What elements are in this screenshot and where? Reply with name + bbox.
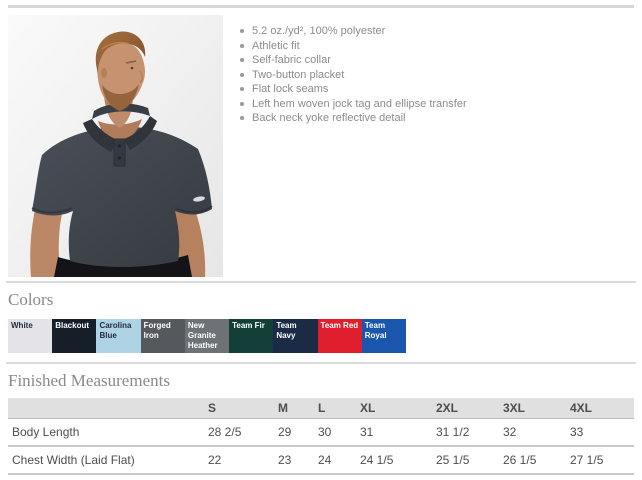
table-row-body-length: Body Length 28 2/5 29 30 31 31 1/2 32 33 <box>8 418 634 447</box>
swatch-label: Team Navy <box>276 321 297 340</box>
feature-item: Athletic fit <box>239 39 467 54</box>
swatch-label: Blackout <box>55 321 90 330</box>
swatch-label: New Granite Heather <box>187 321 218 350</box>
feature-list-section: 5.2 oz./yd², 100% polyester Athletic fit… <box>239 15 467 277</box>
feature-item: Flat lock seams <box>239 82 467 97</box>
measurement-value: 24 1/5 <box>356 446 432 475</box>
size-column-header: XL <box>356 398 432 419</box>
color-swatch-row: White Blackout Carolina Blue Forged Iron… <box>8 319 406 353</box>
feature-list: 5.2 oz./yd², 100% polyester Athletic fit… <box>239 24 467 126</box>
measurement-value: 27 1/5 <box>566 446 634 475</box>
table-row-chest-width: Chest Width (Laid Flat) 22 23 24 24 1/5 … <box>8 446 634 475</box>
feature-item: Left hem woven jock tag and ellipse tran… <box>239 97 467 112</box>
size-column-header: 2XL <box>432 398 499 419</box>
color-swatch-team-red[interactable]: Team Red <box>317 319 362 353</box>
size-column-header: L <box>314 398 356 419</box>
row-label: Chest Width (Laid Flat) <box>8 446 204 475</box>
color-swatch-blackout[interactable]: Blackout <box>52 319 97 353</box>
color-swatch-team-fir[interactable]: Team Fir <box>229 319 274 353</box>
swatch-label: Team Royal <box>364 321 387 340</box>
measurement-value: 22 <box>204 446 274 475</box>
swatch-label: White <box>11 321 33 330</box>
color-swatch-carolina-blue[interactable]: Carolina Blue <box>96 319 141 353</box>
colors-heading: Colors <box>8 290 54 309</box>
swatch-label: Carolina Blue <box>99 321 132 340</box>
measurement-value: 29 <box>274 418 314 447</box>
color-swatch-forged-iron[interactable]: Forged Iron <box>140 319 185 353</box>
color-swatch-team-royal[interactable]: Team Royal <box>361 319 406 353</box>
sleeve-logo <box>193 196 205 202</box>
measurements-corner-cell <box>8 398 204 419</box>
size-column-header: S <box>204 398 274 419</box>
size-column-header: 4XL <box>566 398 634 419</box>
row-label: Body Length <box>8 418 204 447</box>
measurements-heading: Finished Measurements <box>8 371 170 390</box>
color-swatch-white[interactable]: White <box>8 319 53 353</box>
model-head <box>95 31 146 111</box>
measurement-value: 31 1/2 <box>432 418 499 447</box>
size-column-header: M <box>274 398 314 419</box>
swatch-label: Forged Iron <box>143 321 171 340</box>
top-divider <box>8 5 634 8</box>
swatch-label: Team Red <box>320 321 359 330</box>
measurement-value: 26 1/5 <box>499 446 566 475</box>
swatch-label: Team Fir <box>232 321 265 330</box>
measurement-value: 23 <box>274 446 314 475</box>
feature-item: Back neck yoke reflective detail <box>239 111 467 126</box>
section-divider <box>6 362 636 364</box>
measurement-value: 32 <box>499 418 566 447</box>
measurement-value: 24 <box>314 446 356 475</box>
measurement-value: 25 1/5 <box>432 446 499 475</box>
measurement-value: 31 <box>356 418 432 447</box>
product-photo[interactable] <box>8 15 223 277</box>
model-illustration <box>8 15 223 277</box>
measurement-value: 30 <box>314 418 356 447</box>
color-swatch-new-granite-heather[interactable]: New Granite Heather <box>184 319 230 353</box>
product-overview: 5.2 oz./yd², 100% polyester Athletic fit… <box>8 15 634 277</box>
measurement-value: 28 2/5 <box>204 418 274 447</box>
measurements-table: S M L XL 2XL 3XL 4XL Body Length 28 2/5 … <box>8 398 634 475</box>
measurement-value: 33 <box>566 418 634 447</box>
size-column-header: 3XL <box>499 398 566 419</box>
feature-item: Self-fabric collar <box>239 53 467 68</box>
feature-item: 5.2 oz./yd², 100% polyester <box>239 24 467 39</box>
feature-item: Two-button placket <box>239 68 467 83</box>
measurements-header-row: S M L XL 2XL 3XL 4XL <box>8 398 634 419</box>
color-swatch-team-navy[interactable]: Team Navy <box>273 319 318 353</box>
section-divider <box>6 281 636 283</box>
